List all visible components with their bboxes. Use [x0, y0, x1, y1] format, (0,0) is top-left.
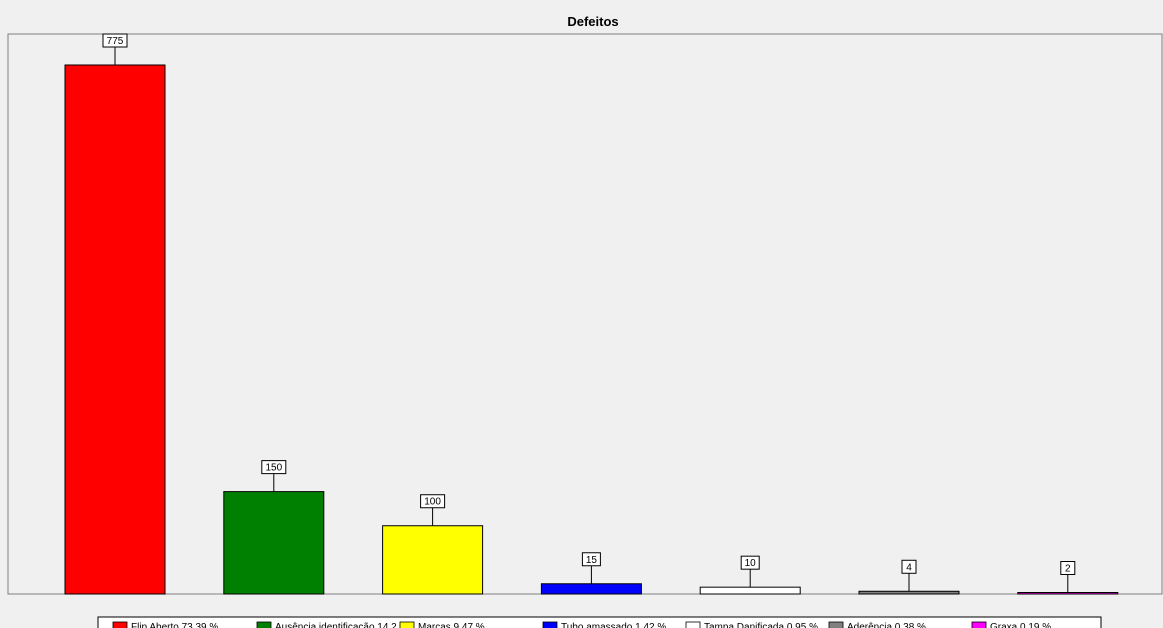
data-label-box-5 [901, 559, 917, 574]
data-label-6: 2 [1065, 564, 1071, 575]
data-label-5: 4 [906, 562, 912, 573]
legend-swatch-5 [828, 621, 844, 628]
data-label-1: 150 [265, 463, 282, 474]
bar-6 [1017, 592, 1119, 595]
legend-entry-1: Ausência identificação 14.2 % [275, 622, 409, 628]
legend-swatch-2 [399, 621, 415, 628]
legend-entry-3: Tubo amassado 1.42 % [561, 622, 666, 628]
bar-3 [540, 583, 642, 595]
legend-swatch-4 [685, 621, 701, 628]
legend-box [97, 616, 1102, 628]
bar-2 [382, 525, 484, 595]
legend-entry-2: Marcas 9.47 % [418, 622, 485, 628]
chart-title: Defeitos [567, 14, 618, 29]
data-label-2: 100 [424, 497, 441, 508]
data-label-box-0 [102, 33, 128, 48]
legend-entry-6: Graxa 0.19 % [990, 622, 1051, 628]
data-label-box-2 [420, 494, 446, 509]
legend-entry-4: Tampa Danificada 0.95 % [704, 622, 818, 628]
bar-4 [699, 586, 801, 595]
legend-swatch-3 [542, 621, 558, 628]
bar-5 [858, 590, 960, 595]
legend-swatch-6 [971, 621, 987, 628]
legend-swatch-0 [112, 621, 128, 628]
data-label-box-3 [581, 552, 601, 567]
bar-0 [64, 64, 166, 595]
legend-entry-5: Aderência 0.38 % [847, 622, 926, 628]
legend: Flip Aberto 73.39 % Ausência identificaçã… [97, 616, 1102, 628]
data-labels-layer: 775 150 100 15 10 4 2 [102, 33, 1076, 593]
data-label-0: 775 [107, 36, 124, 47]
data-label-4: 10 [745, 558, 757, 569]
legend-swatch-1 [256, 621, 272, 628]
data-label-3: 15 [586, 555, 598, 566]
plot-area [7, 33, 1163, 595]
legend-entry-0: Flip Aberto 73.39 % [131, 622, 218, 628]
bar-1 [223, 491, 325, 595]
data-label-box-6 [1060, 561, 1076, 575]
data-label-box-4 [740, 555, 760, 570]
data-label-box-1 [261, 460, 287, 475]
